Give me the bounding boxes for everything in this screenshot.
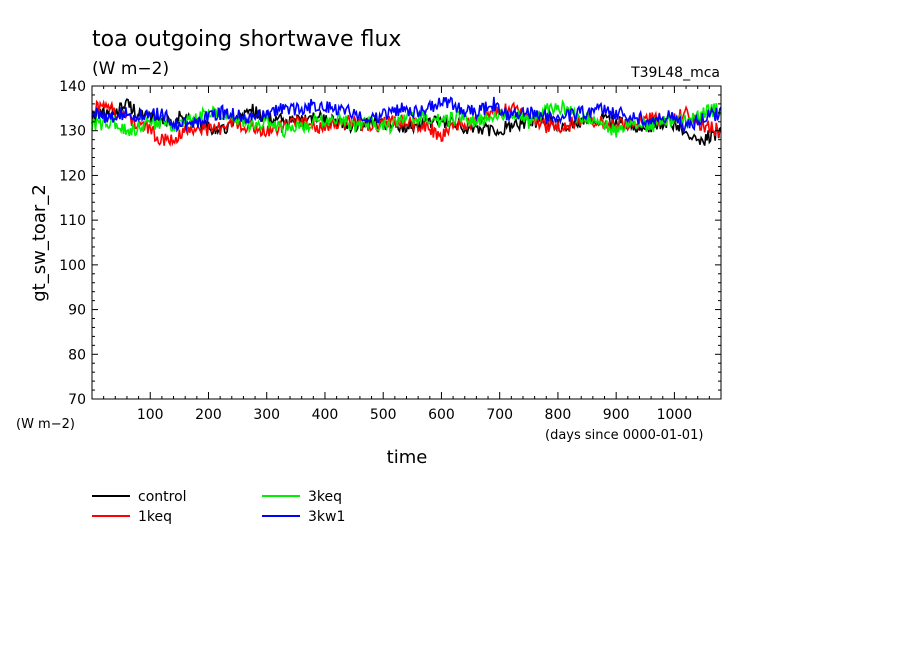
y-tick-label: 100 (59, 258, 86, 274)
y-tick-label: 70 (68, 392, 86, 408)
y-tick-label: 110 (59, 213, 86, 229)
x-tick-label: 500 (370, 407, 397, 423)
x-axis-units: (days since 0000-01-01) (545, 428, 703, 443)
y-axis-units: (W m−2) (16, 417, 75, 432)
y-tick-label: 130 (59, 124, 86, 140)
legend-label-3kw1: 3kw1 (308, 509, 345, 525)
y-tick-label: 80 (68, 347, 86, 363)
x-tick-label: 200 (195, 407, 222, 423)
x-tick-label: 100 (137, 407, 164, 423)
y-tick-label: 120 (59, 168, 86, 184)
y-tick-label: 140 (59, 79, 86, 95)
series-line-1keq (91, 99, 722, 147)
x-tick-label: 300 (253, 407, 280, 423)
y-tick-label: 90 (68, 303, 86, 319)
legend-label-1keq: 1keq (138, 509, 172, 525)
legend: control 1keq 3keq 3kw1 (92, 489, 345, 525)
x-tick-label: 400 (312, 407, 339, 423)
x-tick-label: 1000 (657, 407, 693, 423)
title-units: (W m−2) (92, 59, 169, 79)
experiment-label: T39L48_mca (630, 65, 720, 81)
legend-label-3keq: 3keq (308, 489, 342, 505)
chart-title: toa outgoing shortwave flux (92, 27, 401, 52)
y-axis-label: gt_sw_toar_2 (29, 184, 50, 302)
series-line-3kw1 (91, 96, 722, 133)
x-tick-label: 900 (603, 407, 630, 423)
x-tick-label: 800 (545, 407, 572, 423)
x-axis-label: time (387, 447, 428, 468)
legend-label-control: control (138, 489, 187, 505)
axis-ticks: 70 80 90 100 110 120 130 140 100 200 300 400 500 600 7… (59, 79, 721, 423)
x-tick-label: 600 (428, 407, 455, 423)
x-tick-label: 700 (486, 407, 513, 423)
plot-lines (91, 96, 722, 147)
